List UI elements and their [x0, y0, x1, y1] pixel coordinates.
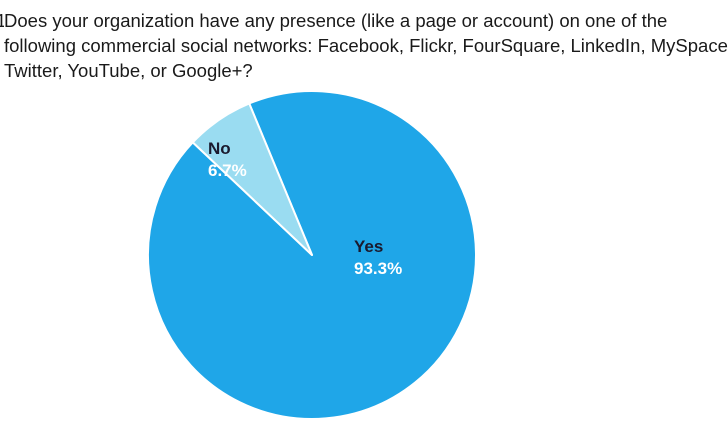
- slice-label-yes: Yes: [354, 237, 383, 256]
- question-line-2: following commercial social networks: Fa…: [4, 35, 728, 56]
- pie-labels: Yes 93.3% No 6.7%: [208, 139, 402, 278]
- question-text: 1.Does your organization have any presen…: [0, 8, 728, 83]
- question-number: 1.: [0, 8, 4, 33]
- slice-value-no: 6.7%: [208, 161, 247, 180]
- pie-slices: [147, 90, 477, 420]
- question-line-1: 1.Does your organization have any presen…: [0, 8, 728, 33]
- pie-slice-no: [191, 102, 313, 256]
- slice-value-yes: 93.3%: [354, 259, 402, 278]
- slice-label-no: No: [208, 139, 231, 158]
- question-line-3: Twitter, YouTube, or Google+?: [4, 60, 253, 81]
